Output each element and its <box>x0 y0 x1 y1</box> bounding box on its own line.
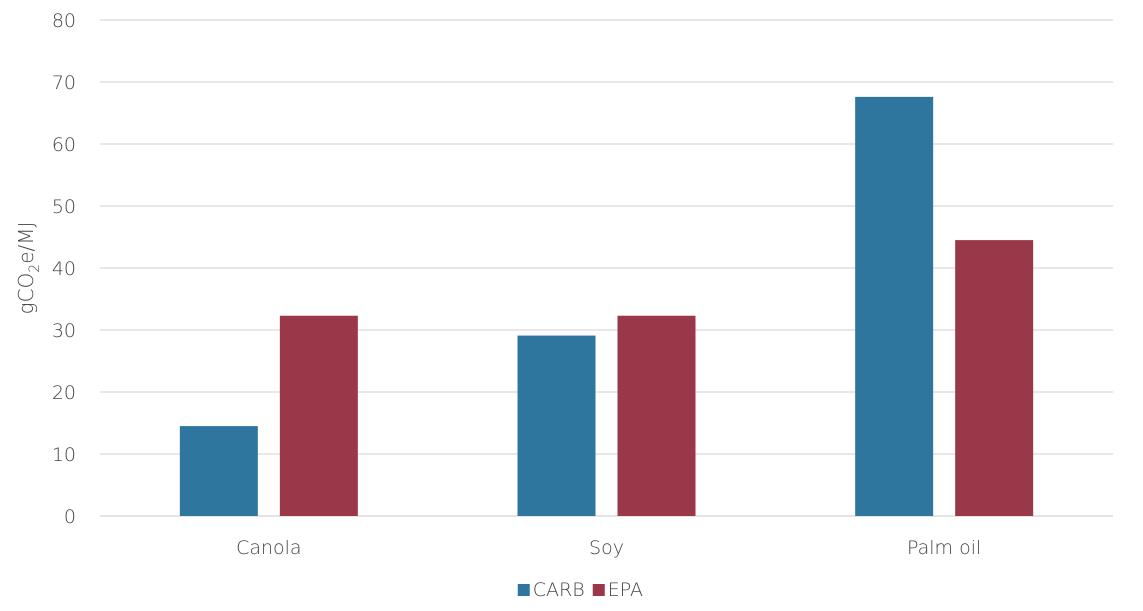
gridlines <box>100 19 1113 517</box>
bar-epa-soy <box>617 315 696 516</box>
x-category-label: Soy <box>589 537 624 559</box>
y-tick-label: 70 <box>52 72 76 94</box>
x-axis-category-labels: Canola Soy Palm oil <box>236 537 981 559</box>
x-category-label: Canola <box>236 537 302 559</box>
bar-carb-canola <box>179 426 258 516</box>
y-tick-label: 0 <box>64 506 76 528</box>
legend-label-epa: EPA <box>608 579 643 601</box>
y-axis-title-suffix: e/MJ <box>14 222 38 264</box>
legend-swatch-epa <box>592 584 605 596</box>
y-tick-label: 20 <box>52 382 76 404</box>
y-tick-label: 40 <box>52 258 76 280</box>
y-tick-label: 30 <box>52 320 76 342</box>
y-axis-title-prefix: gCO <box>14 273 38 315</box>
y-axis-title-subscript: 2 <box>27 264 43 273</box>
bars <box>179 96 1034 516</box>
y-tick-label: 50 <box>52 196 76 218</box>
y-axis-title: gCO2e/MJ <box>14 222 43 315</box>
legend-label-carb: CARB <box>533 579 585 601</box>
y-tick-label: 10 <box>52 444 76 466</box>
y-tick-label: 60 <box>52 134 76 156</box>
y-tick-label: 80 <box>52 10 76 32</box>
x-category-label: Palm oil <box>907 537 981 559</box>
legend: CARB EPA <box>517 579 643 601</box>
legend-swatch-carb <box>517 584 530 596</box>
bar-epa-palm-oil <box>955 240 1034 516</box>
bar-carb-soy <box>517 335 596 516</box>
y-axis-tick-labels: 0 10 20 30 40 50 60 70 80 <box>52 10 76 528</box>
bar-epa-canola <box>279 315 358 516</box>
bar-carb-palm-oil <box>855 96 934 516</box>
